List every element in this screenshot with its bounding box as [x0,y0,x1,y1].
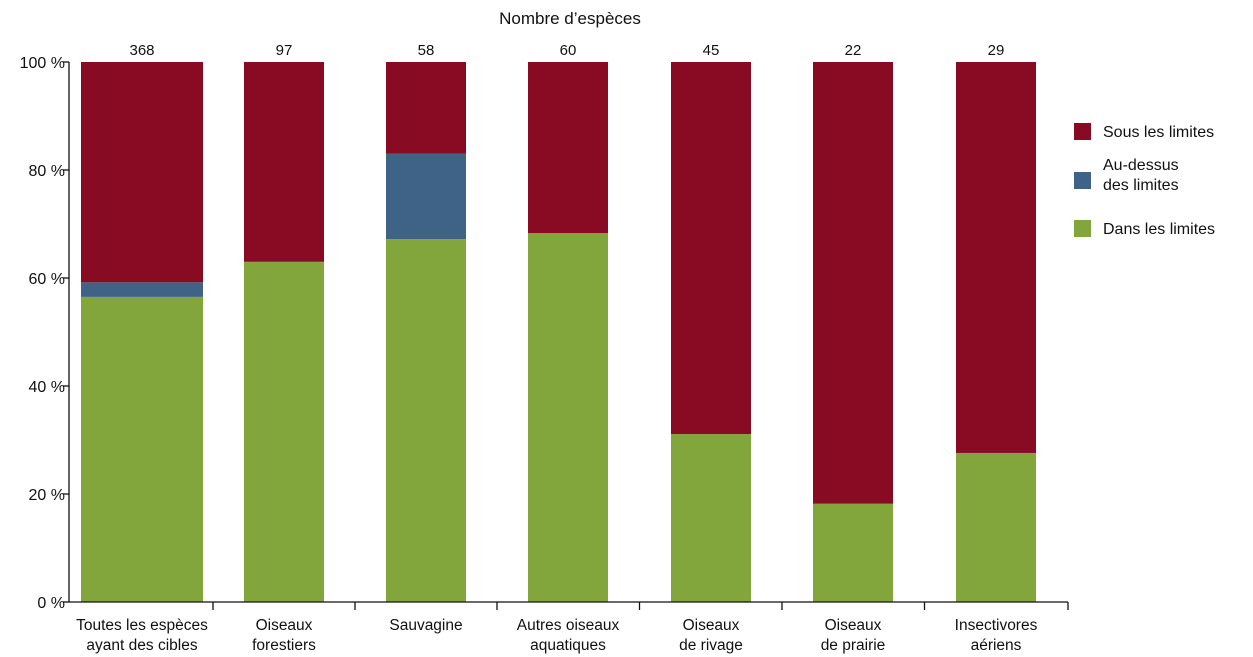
bar-segment-2-0 [386,239,466,602]
bar-segment-4-2 [671,62,751,435]
bar-segment-6-0 [956,452,1036,602]
y-tick-label-0: 0 % [37,595,65,612]
legend-swatch-1 [1074,172,1091,189]
category-label-0-0: Toutes les espèces [76,617,208,634]
count-label-3: 60 [560,42,577,59]
category-label-3-1: aquatiques [530,637,606,654]
legend-swatch-2 [1074,123,1091,140]
bar-segment-2-2 [386,62,466,154]
category-label-6-0: Insectivores [955,617,1038,634]
count-label-0: 368 [129,42,154,59]
legend: Sous les limites Au-dessus des limites Dans… [1074,123,1215,238]
count-label-1: 97 [276,42,293,59]
category-label-1-1: forestiers [252,637,316,654]
category-label-4-0: Oiseaux [683,617,740,634]
bar-segment-2-1 [386,153,466,240]
axes-group: 0 % 20 % 40 % 60 % 80 % 100 % [20,55,1069,612]
bar-segment-1-2 [244,62,324,262]
bar-segment-4-0 [671,434,751,602]
bar-segment-5-0 [813,503,893,602]
category-label-4-1: de rivage [679,637,743,654]
category-label-6-1: aériens [971,637,1022,654]
bar-segment-6-2 [956,62,1036,453]
bars-group [81,62,1036,602]
bar-segment-3-0 [528,233,608,602]
bar-segment-0-0 [81,296,203,602]
y-tick-label-5: 100 % [20,55,65,72]
bar-segment-0-1 [81,282,203,297]
legend-label-1-0: Au-dessus [1103,157,1179,174]
count-label-6: 29 [988,42,1005,59]
y-tick-label-1: 20 % [29,487,65,504]
y-tick-label-3: 60 % [29,271,65,288]
category-label-2-0: Sauvagine [389,617,462,634]
labels-group: 368 Toutes les espèces ayant des cibles 97 O… [76,42,1038,654]
y-tick-label-2: 40 % [29,379,65,396]
chart-title: Nombre d’espèces [499,9,641,28]
category-label-1-0: Oiseaux [256,617,313,634]
count-label-4: 45 [703,42,720,59]
bar-segment-1-0 [244,261,324,602]
legend-label-1-1: des limites [1103,177,1179,194]
y-tick-label-4: 80 % [29,163,65,180]
legend-swatch-0 [1074,220,1091,237]
category-label-3-0: Autres oiseaux [517,617,620,634]
category-label-0-1: ayant des cibles [86,637,197,654]
count-label-5: 22 [845,42,862,59]
bar-segment-5-2 [813,62,893,504]
legend-label-0-0: Dans les limites [1103,221,1215,238]
bar-segment-0-2 [81,62,203,283]
count-label-2: 58 [418,42,435,59]
bar-segment-3-2 [528,62,608,234]
legend-label-2-0: Sous les limites [1103,124,1214,141]
category-label-5-1: de prairie [821,637,886,654]
category-label-5-0: Oiseaux [825,617,882,634]
